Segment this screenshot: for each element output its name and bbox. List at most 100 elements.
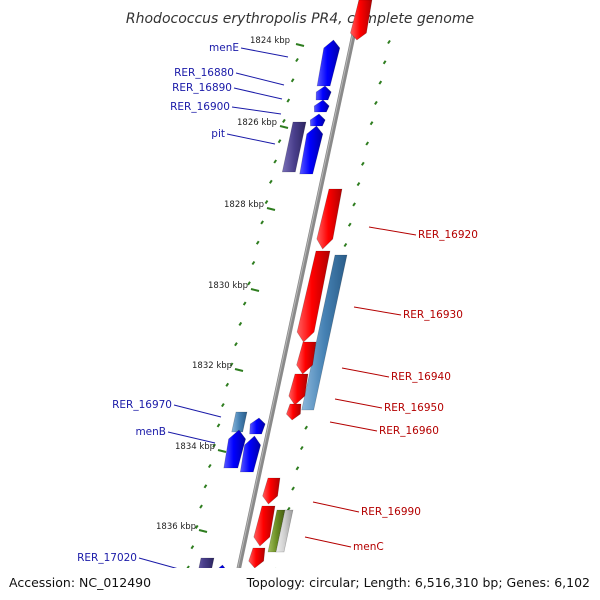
scale-dot (242, 301, 247, 306)
genome-backbone (229, 0, 364, 600)
genome-backbone-highlight (230, 0, 361, 600)
gene-label-left[interactable]: pit (211, 128, 225, 140)
scale-ticks-left (181, 57, 299, 590)
reverse-gene-arrow (286, 403, 302, 421)
gene-label-left[interactable]: RER_16900 (170, 101, 230, 113)
kbp-tick (198, 529, 208, 533)
scale-dot (190, 545, 195, 550)
scale-dot (225, 382, 230, 387)
reverse-gene-arrow (296, 250, 331, 343)
misc-feature (275, 509, 294, 553)
map-title: Rhodococcus erythropolis PR4, complete g… (126, 11, 474, 27)
reverse-gene-arrow (253, 505, 276, 547)
kbp-label: 1830 kbp (208, 281, 248, 291)
gene-label-right[interactable]: RER_16940 (391, 371, 451, 383)
scale-dot (387, 39, 391, 45)
kbp-label: 1824 kbp (250, 36, 290, 46)
forward-gene-arrow (299, 125, 324, 175)
kbp-tick (279, 125, 289, 129)
forward-gene-arrow (309, 113, 326, 127)
scale-dot (251, 260, 256, 266)
scale-dot (304, 425, 308, 430)
scale-dot (291, 486, 295, 491)
gene-label-left[interactable]: RER_16970 (112, 399, 172, 411)
kbp-tick (250, 288, 260, 292)
scale-dot (290, 78, 295, 83)
scale-dot (269, 179, 273, 184)
gene-label-right[interactable]: RER_16960 (379, 425, 439, 437)
forward-gene-arrow (249, 417, 266, 435)
forward-gene-arrow (313, 99, 330, 113)
kbp-label: 1834 kbp (175, 442, 215, 452)
scale-dot (286, 98, 291, 103)
scale-dot (343, 242, 348, 248)
scale-dot (277, 139, 282, 144)
scale-dot (229, 362, 234, 367)
scale-dot (203, 484, 208, 489)
kbp-label: 1836 kbp (156, 522, 196, 532)
gene-features (192, 0, 373, 600)
gene-label-left[interactable]: RER_16890 (172, 82, 232, 94)
footer-background (0, 568, 600, 600)
gene-label-left[interactable]: menB (135, 426, 166, 438)
callout-line (312, 501, 360, 513)
cds-feature (231, 411, 248, 433)
callout-line (167, 431, 216, 444)
scale-dot (378, 80, 383, 85)
callout-line (329, 421, 378, 432)
callout-line (240, 47, 289, 58)
reverse-gene-arrow (248, 547, 266, 569)
callout-line (341, 367, 390, 378)
reverse-gene-arrow (288, 373, 309, 406)
reverse-gene-arrow (350, 0, 373, 41)
scale-dot (365, 141, 370, 146)
scale-dot (374, 100, 378, 105)
callout-line (368, 226, 417, 236)
gene-label-right[interactable]: RER_16920 (418, 229, 478, 241)
accession-text: Accession: NC_012490 (9, 575, 151, 590)
reverse-gene-arrow (296, 341, 317, 375)
scale-dot (255, 240, 260, 245)
scale-dot (282, 118, 286, 123)
callout-line (233, 87, 283, 100)
scale-dot (382, 60, 387, 65)
scale-dot (369, 121, 374, 126)
scale-dot (356, 182, 361, 187)
kbp-label: 1832 kbp (192, 361, 232, 371)
gene-label-right[interactable]: RER_16950 (384, 402, 444, 414)
scale-dot (194, 524, 199, 529)
scale-dot (260, 220, 264, 225)
reverse-gene-arrow (262, 477, 281, 505)
scale-dot (212, 443, 216, 448)
gene-label-right[interactable]: RER_16930 (403, 309, 463, 321)
scale-dot (295, 466, 300, 471)
scale-dot (247, 281, 251, 286)
scale-dot (347, 222, 352, 227)
kbp-tick (295, 43, 305, 47)
scale-dot (207, 463, 212, 469)
scale-dot (299, 445, 304, 451)
kbp-tick (234, 368, 244, 372)
gene-label-right[interactable]: menC (353, 541, 384, 553)
scale-dot (264, 200, 269, 205)
kbp-label: 1828 kbp (224, 200, 264, 210)
gene-label-left[interactable]: RER_16880 (174, 67, 234, 79)
callout-line (334, 398, 383, 409)
callout-line (353, 306, 402, 316)
reverse-gene-arrow (316, 188, 343, 250)
gene-label-left[interactable]: menE (209, 42, 239, 54)
forward-gene-arrow (315, 85, 332, 101)
scale-dot (273, 159, 278, 164)
forward-gene-arrow (316, 39, 341, 87)
callout-line (231, 106, 282, 115)
forward-gene-arrow (239, 435, 261, 473)
callout-line (173, 404, 222, 418)
scale-dot (352, 202, 356, 207)
callout-line (226, 133, 276, 145)
gene-label-right[interactable]: RER_16990 (361, 506, 421, 518)
callout-line (304, 536, 352, 548)
scale-dot (238, 321, 243, 326)
gene-label-left[interactable]: RER_17020 (77, 552, 137, 564)
